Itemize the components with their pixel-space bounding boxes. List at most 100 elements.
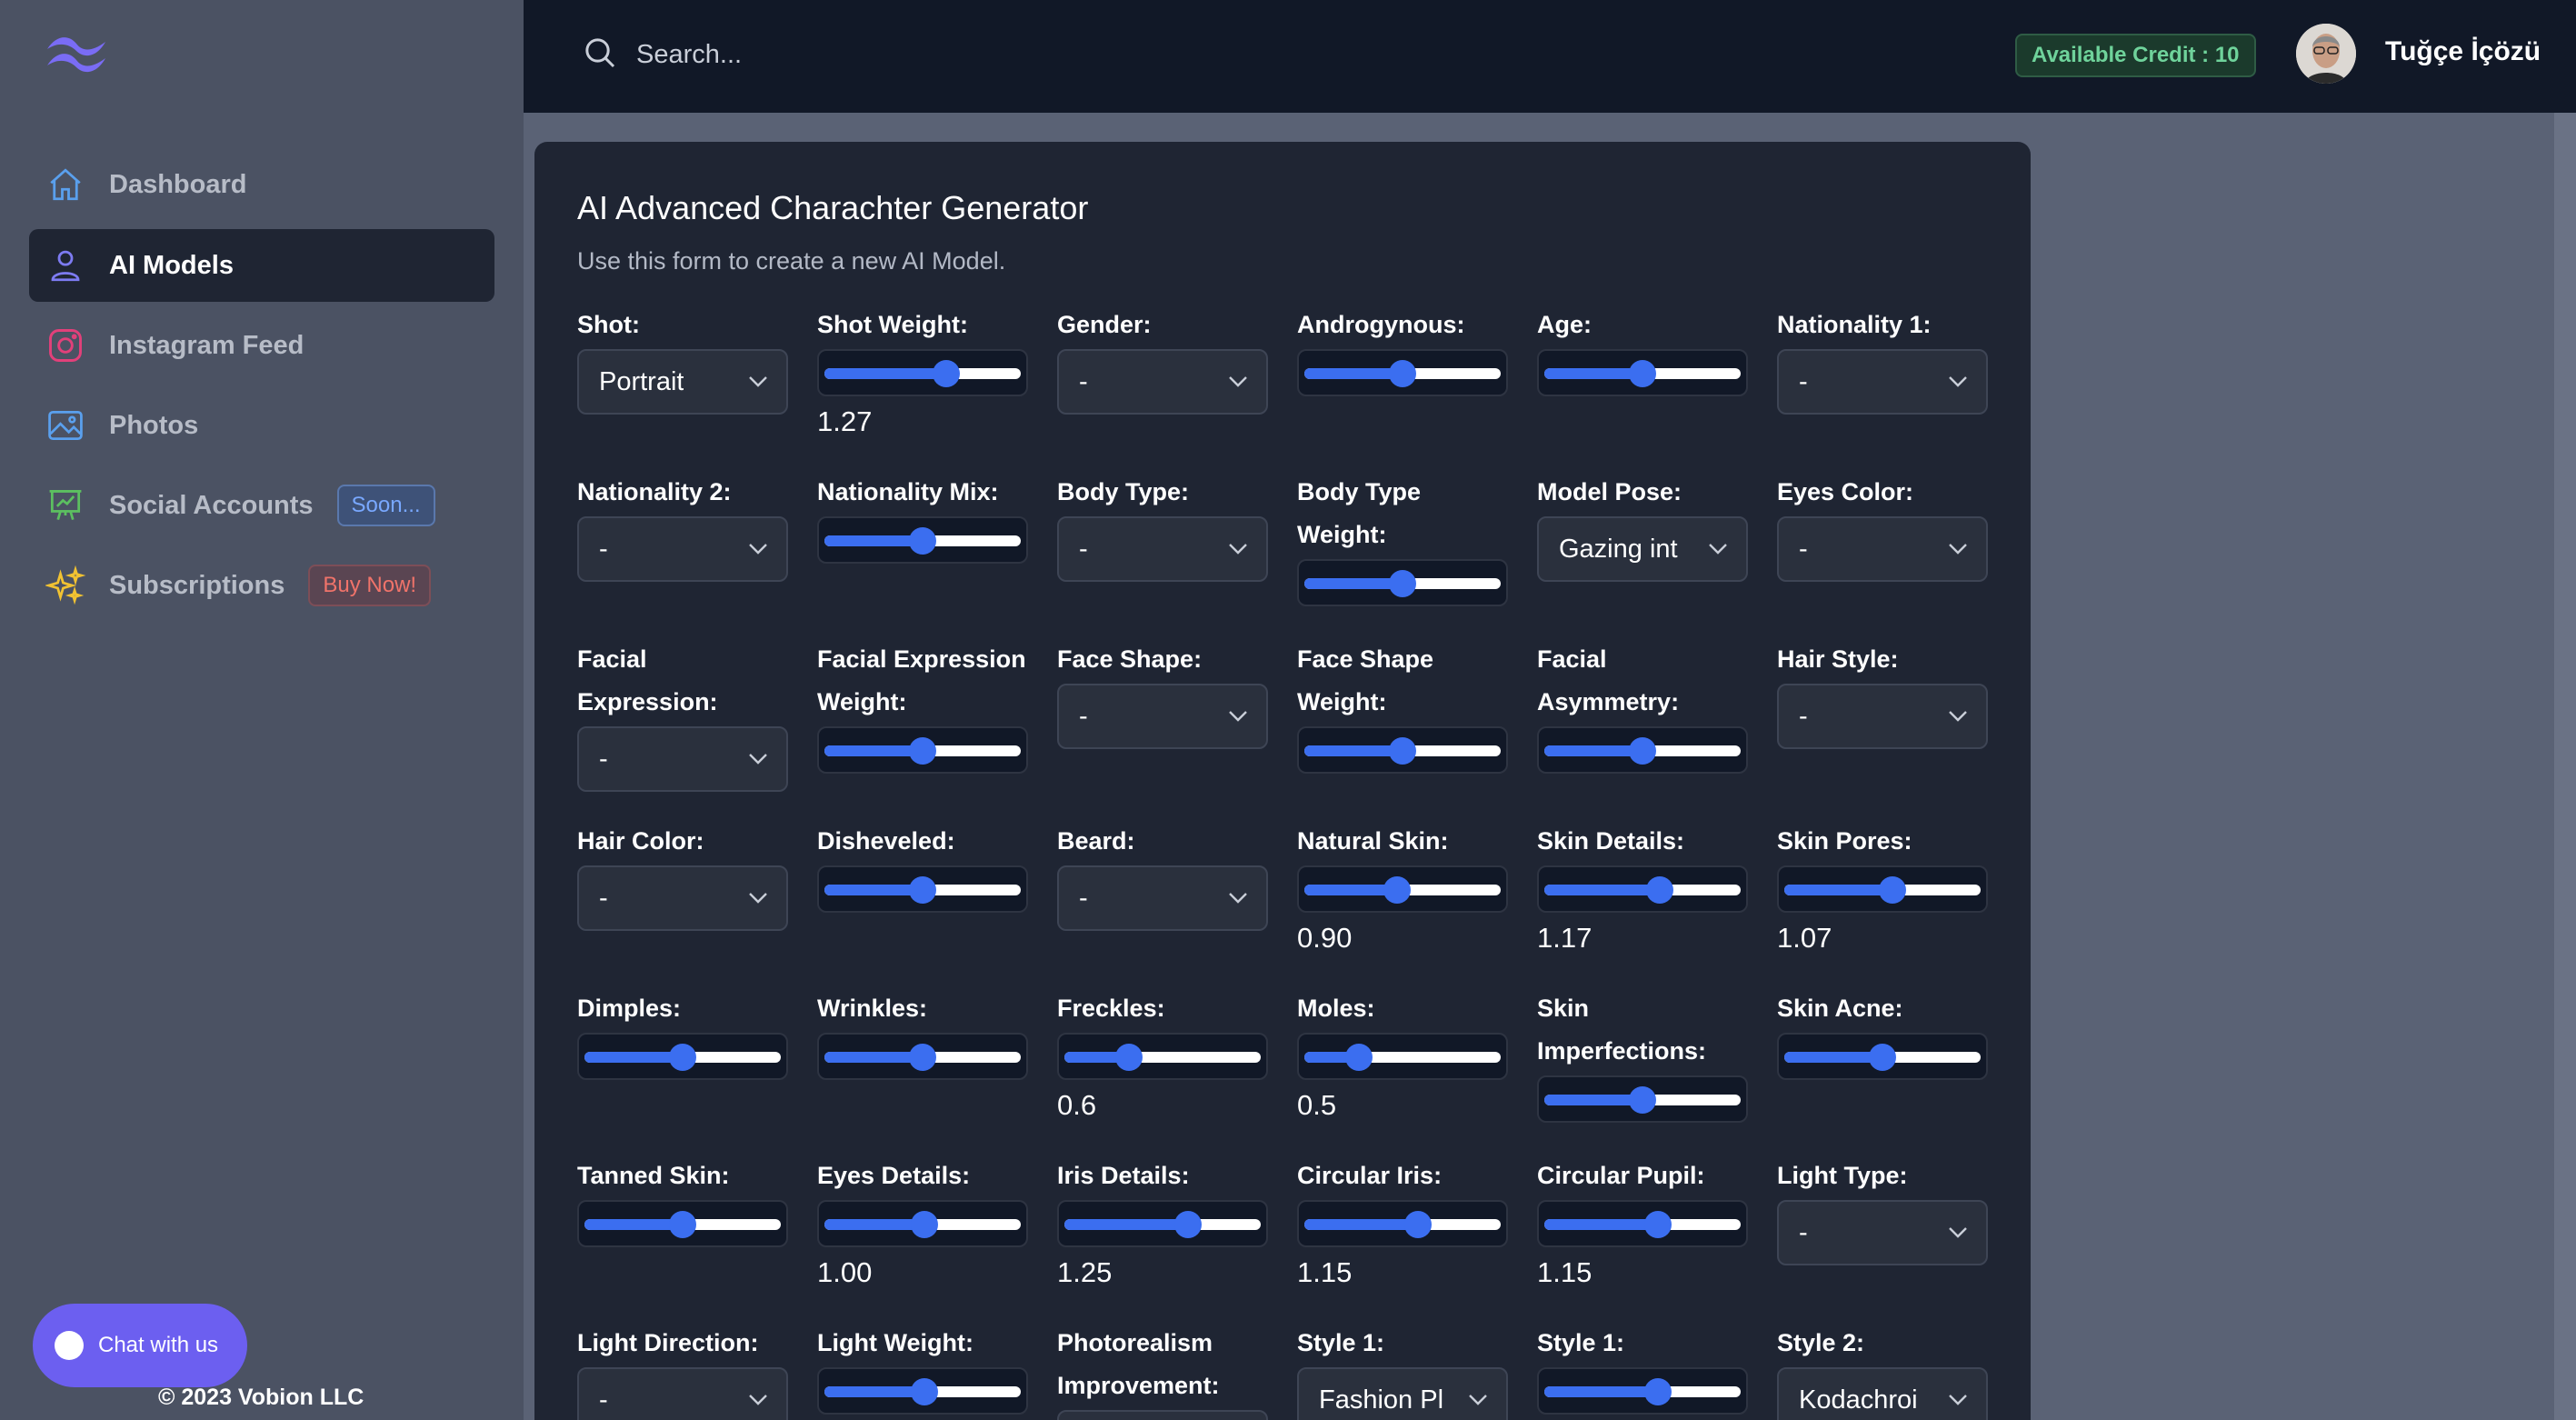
- logo-icon[interactable]: [42, 29, 111, 76]
- slider-thumb[interactable]: [669, 1211, 696, 1238]
- available-credit-badge: Available Credit : 10: [2015, 34, 2256, 77]
- skin-details-slider[interactable]: [1537, 865, 1748, 913]
- page-scrollbar[interactable]: [2554, 113, 2576, 1420]
- androgynous-slider[interactable]: [1297, 349, 1508, 396]
- chat-with-us-button[interactable]: Chat with us: [33, 1304, 247, 1387]
- field-label: Skin Imperfections:: [1537, 995, 1707, 1065]
- slider-thumb[interactable]: [1646, 876, 1674, 904]
- field-label: Style 1:: [1537, 1329, 1625, 1356]
- slider-thumb[interactable]: [1869, 1044, 1896, 1071]
- sidebar-item-ai-models[interactable]: AI Models: [29, 229, 494, 302]
- slider-fill: [1304, 885, 1397, 895]
- hair-color-select[interactable]: -: [577, 865, 788, 931]
- field-light-type: Light Type: -: [1777, 1155, 1988, 1265]
- nationality-2-select[interactable]: -: [577, 516, 788, 582]
- wrinkles-slider[interactable]: [817, 1033, 1028, 1080]
- sidebar-item-dashboard[interactable]: Dashboard: [29, 148, 494, 221]
- slider-thumb[interactable]: [1115, 1044, 1143, 1071]
- buy-now-badge[interactable]: Buy Now!: [308, 565, 432, 606]
- field-label: Skin Details:: [1537, 827, 1685, 855]
- eyes-details-slider[interactable]: [817, 1200, 1028, 1247]
- slider-fill: [1064, 1052, 1130, 1063]
- slider-thumb[interactable]: [1404, 1211, 1433, 1238]
- skin-pores-slider[interactable]: [1777, 865, 1988, 913]
- nationality-1-select[interactable]: -: [1777, 349, 1988, 415]
- model-pose-select[interactable]: Gazing int: [1537, 516, 1748, 582]
- field-face-shape-weight: Face Shape Weight:: [1297, 638, 1508, 774]
- facial-asymmetry-slider[interactable]: [1537, 726, 1748, 774]
- field-label: Facial Expression:: [577, 645, 718, 715]
- slider-thumb[interactable]: [1389, 737, 1416, 765]
- skin-imperfections-slider[interactable]: [1537, 1075, 1748, 1123]
- age-slider[interactable]: [1537, 349, 1748, 396]
- eyes-color-select[interactable]: -: [1777, 516, 1988, 582]
- light-type-select[interactable]: -: [1777, 1200, 1988, 1265]
- skin-acne-slider[interactable]: [1777, 1033, 1988, 1080]
- light-direction-select[interactable]: -: [577, 1367, 788, 1420]
- shot-select[interactable]: Portrait: [577, 349, 788, 415]
- slider-thumb[interactable]: [932, 360, 960, 387]
- style-1-select[interactable]: Fashion Pl: [1297, 1367, 1508, 1420]
- circular-iris-slider[interactable]: [1297, 1200, 1508, 1247]
- slider-thumb[interactable]: [909, 527, 936, 555]
- sidebar-item-social-accounts[interactable]: Social Accounts Soon...: [29, 469, 494, 542]
- slider-thumb[interactable]: [1644, 1378, 1672, 1405]
- slider-thumb[interactable]: [909, 876, 936, 904]
- slider-thumb[interactable]: [1345, 1044, 1373, 1071]
- face-shape-select[interactable]: -: [1057, 684, 1268, 749]
- sidebar-item-instagram-feed[interactable]: Instagram Feed: [29, 309, 494, 382]
- moles-slider[interactable]: [1297, 1033, 1508, 1080]
- light-weight-slider[interactable]: [817, 1367, 1028, 1415]
- freckles-slider[interactable]: [1057, 1033, 1268, 1080]
- photorealism-improvement-select[interactable]: [1057, 1410, 1268, 1420]
- slider-thumb[interactable]: [1644, 1211, 1672, 1238]
- field-tanned-skin: Tanned Skin:: [577, 1155, 788, 1247]
- slider-thumb[interactable]: [1878, 876, 1906, 904]
- gender-select[interactable]: -: [1057, 349, 1268, 415]
- hair-style-select[interactable]: -: [1777, 684, 1988, 749]
- circular-pupil-slider[interactable]: [1537, 1200, 1748, 1247]
- tanned-skin-slider[interactable]: [577, 1200, 788, 1247]
- sidebar-item-subscriptions[interactable]: Subscriptions Buy Now!: [29, 549, 494, 622]
- selected-value: -: [1799, 701, 1808, 731]
- body-type-select[interactable]: -: [1057, 516, 1268, 582]
- body-type-weight-slider[interactable]: [1297, 559, 1508, 606]
- beard-select[interactable]: -: [1057, 865, 1268, 931]
- natural-skin-slider[interactable]: [1297, 865, 1508, 913]
- shot-weight-slider[interactable]: [817, 349, 1028, 396]
- facial-expression-select[interactable]: -: [577, 726, 788, 792]
- username[interactable]: Tuğçe İçözü: [2385, 36, 2541, 66]
- slider-thumb[interactable]: [909, 1044, 936, 1071]
- dimples-slider[interactable]: [577, 1033, 788, 1080]
- slider-thumb[interactable]: [1383, 876, 1411, 904]
- slider-thumb[interactable]: [1629, 737, 1656, 765]
- slider-thumb[interactable]: [669, 1044, 696, 1071]
- iris-details-slider[interactable]: [1057, 1200, 1268, 1247]
- slider-track: [1304, 1052, 1501, 1063]
- style-2-select[interactable]: Kodachroi: [1777, 1367, 1988, 1420]
- avatar[interactable]: [2296, 24, 2356, 84]
- slider-thumb[interactable]: [1629, 1086, 1656, 1114]
- nationality-mix-slider[interactable]: [817, 516, 1028, 564]
- slider-thumb[interactable]: [911, 1378, 939, 1405]
- slider-thumb[interactable]: [1389, 360, 1416, 387]
- slider-thumb[interactable]: [1629, 360, 1656, 387]
- search-input[interactable]: [636, 27, 1091, 82]
- field-photorealism-improvement: Photorealism Improvement:: [1057, 1322, 1268, 1420]
- facial-expression-weight-slider[interactable]: [817, 726, 1028, 774]
- style-1-slider[interactable]: [1537, 1367, 1748, 1415]
- slider-fill: [824, 368, 946, 379]
- field-eyes-details: Eyes Details: 1.00: [817, 1155, 1028, 1289]
- slider-thumb[interactable]: [911, 1211, 939, 1238]
- slider-fill: [1304, 578, 1403, 589]
- slider-thumb[interactable]: [909, 737, 936, 765]
- chevron-down-icon: [749, 754, 767, 765]
- face-shape-weight-slider[interactable]: [1297, 726, 1508, 774]
- sidebar-item-photos[interactable]: Photos: [29, 389, 494, 462]
- slider-thumb[interactable]: [1174, 1211, 1203, 1238]
- selected-value: Portrait: [599, 366, 684, 396]
- selected-value: -: [599, 744, 608, 774]
- slider-thumb[interactable]: [1389, 570, 1416, 597]
- selected-value: Fashion Pl: [1319, 1385, 1444, 1415]
- disheveled-slider[interactable]: [817, 865, 1028, 913]
